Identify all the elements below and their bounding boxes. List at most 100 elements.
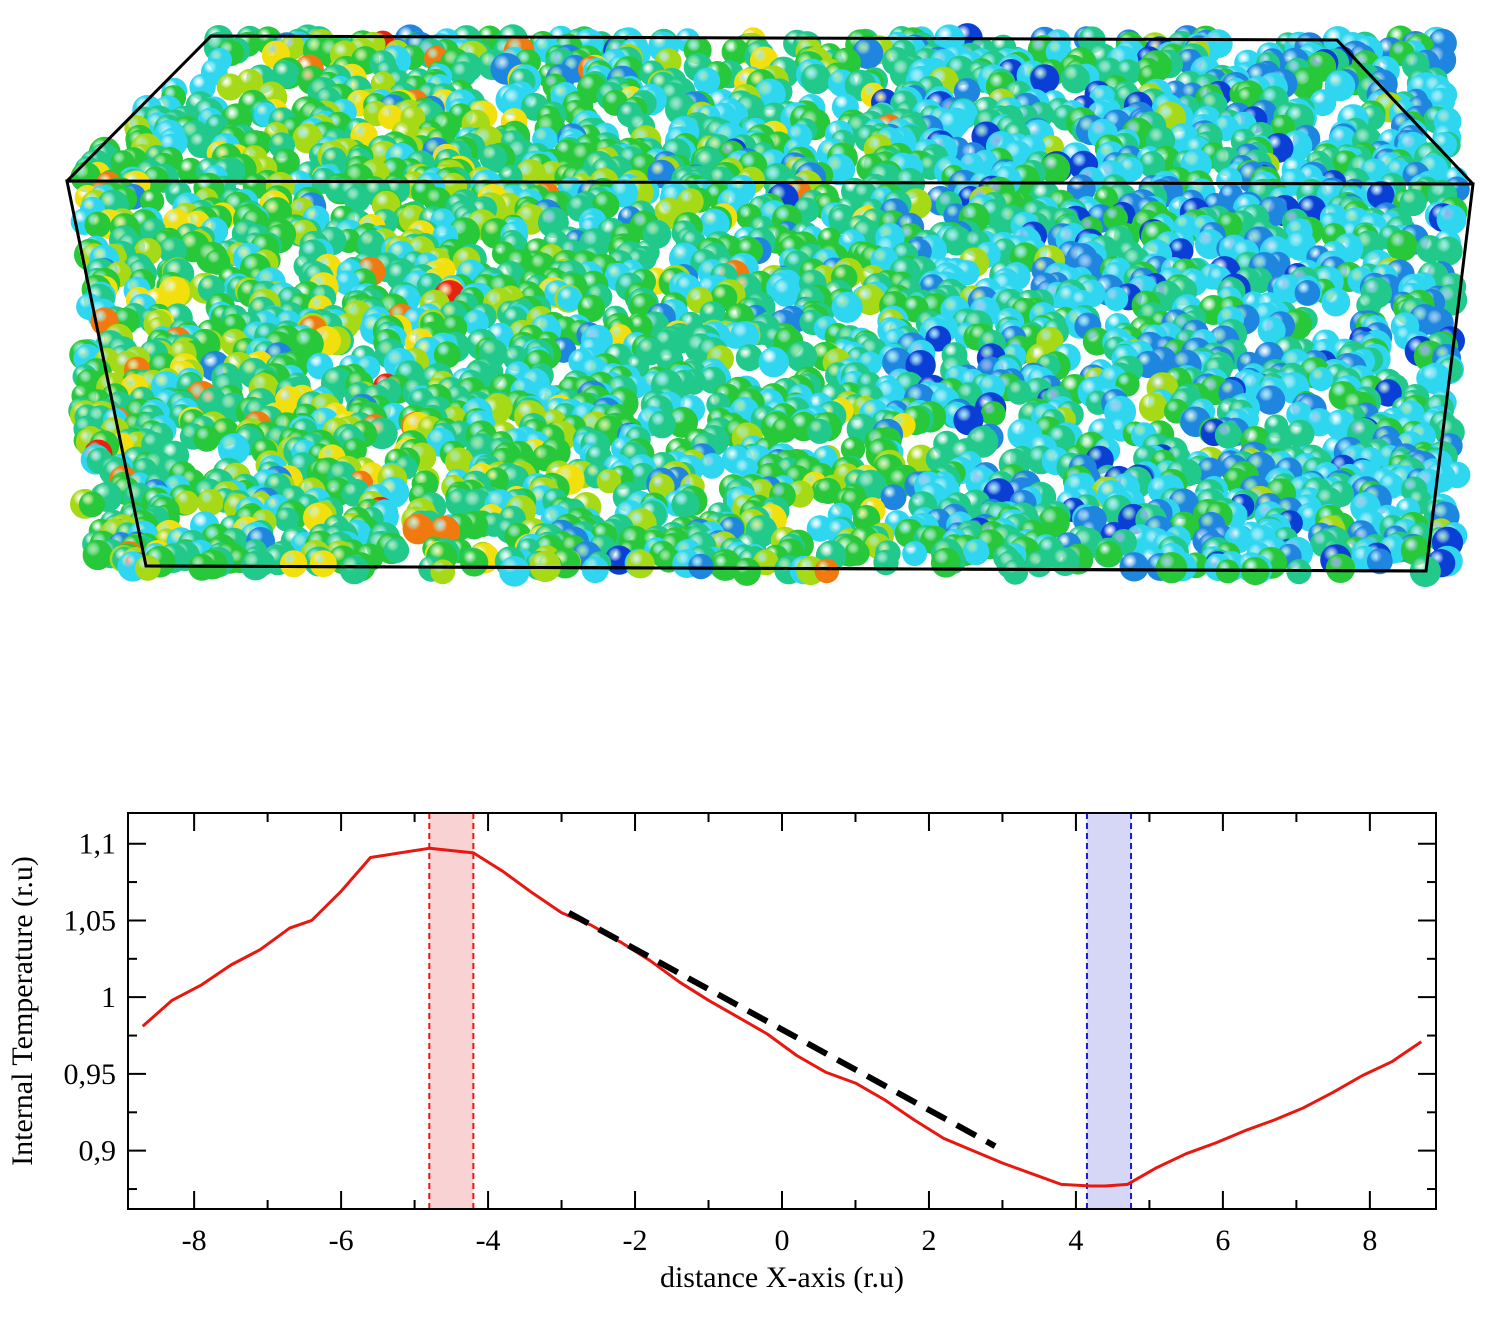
particle — [499, 556, 530, 587]
particle — [1039, 153, 1071, 184]
particle — [433, 341, 461, 369]
particle — [383, 537, 410, 563]
particle — [204, 249, 231, 275]
particle — [1038, 506, 1070, 538]
particle — [844, 540, 870, 566]
particle — [309, 550, 337, 578]
x-tick-label: -4 — [476, 1224, 501, 1257]
particle — [177, 157, 204, 184]
particle — [1286, 419, 1315, 449]
particle — [1104, 286, 1129, 311]
particle — [930, 547, 961, 578]
particle — [771, 277, 801, 307]
particle — [557, 286, 582, 312]
y-tick-label: 1 — [101, 981, 116, 1014]
particle — [1095, 541, 1122, 568]
x-axis-label: distance X-axis (r.u) — [660, 1261, 904, 1294]
particle-cloud — [68, 23, 1471, 588]
box-outline — [65, 34, 1475, 573]
y-tick-label: 1,05 — [64, 904, 117, 937]
particle — [1119, 552, 1149, 582]
particle — [785, 341, 818, 373]
particle — [1257, 316, 1286, 345]
particle — [711, 553, 738, 579]
particle — [953, 78, 981, 105]
x-tick-label: -2 — [623, 1224, 648, 1257]
particle — [217, 433, 250, 465]
x-tick-label: -6 — [329, 1224, 354, 1257]
particle-simulation-box — [65, 23, 1475, 588]
particle — [1309, 89, 1337, 117]
particle — [831, 291, 863, 323]
particle — [134, 555, 161, 581]
particle — [699, 453, 725, 479]
particle — [378, 104, 403, 130]
particle — [807, 418, 833, 444]
particle — [402, 513, 434, 545]
particle — [814, 558, 840, 584]
particle — [963, 538, 990, 566]
particle — [1366, 181, 1395, 209]
particle — [343, 185, 371, 213]
x-tick-label: -8 — [182, 1224, 207, 1257]
particle — [271, 148, 300, 177]
particle — [1436, 204, 1467, 235]
particle — [1030, 64, 1060, 94]
particle — [430, 559, 456, 585]
particle — [1321, 287, 1351, 317]
x-axis-ticks: -8 -6 -4 -2 0 2 4 6 8 — [182, 813, 1377, 1257]
thermostat-bands — [428, 813, 1133, 1209]
particle — [479, 144, 508, 172]
particle — [596, 468, 622, 494]
series-line-1 — [567, 910, 997, 1149]
particle — [271, 60, 300, 89]
x-tick-label: 2 — [921, 1224, 936, 1257]
y-tick-label: 0,9 — [79, 1135, 117, 1168]
particle — [1255, 385, 1286, 415]
particle — [1374, 379, 1402, 407]
box-outline-front — [65, 179, 1475, 573]
particle — [141, 431, 167, 457]
band-fill — [429, 813, 474, 1209]
particle — [1066, 174, 1096, 204]
particle — [688, 553, 714, 580]
x-tick-label: 8 — [1362, 1224, 1377, 1257]
particle — [1366, 548, 1393, 575]
x-tick-label: 6 — [1215, 1224, 1230, 1257]
particle — [852, 505, 881, 533]
particle — [84, 211, 111, 238]
particle — [1025, 550, 1053, 578]
particle — [500, 465, 530, 495]
temperature-line-chart: -8 -6 -4 -2 0 2 4 6 8 0,9 0,95 1 1,05 1,1 distance X… — [6, 812, 1437, 1294]
particle — [980, 401, 1006, 427]
particle — [1309, 366, 1334, 392]
particle — [581, 556, 609, 584]
particle — [1138, 392, 1168, 422]
particle — [197, 489, 224, 516]
particle — [771, 417, 798, 443]
particle — [460, 548, 489, 577]
particle — [339, 555, 369, 585]
particle — [1419, 362, 1451, 395]
particle — [693, 67, 721, 95]
particle — [1060, 64, 1090, 94]
y-axis-label: Internal Temperature (r.u) — [6, 856, 39, 1166]
particle — [721, 38, 749, 66]
particle — [1002, 559, 1029, 585]
particle — [626, 550, 655, 579]
series-line-0 — [141, 846, 1423, 1188]
particle — [840, 436, 866, 462]
particle — [800, 63, 832, 95]
y-tick-label: 0,95 — [64, 1058, 117, 1091]
particle — [357, 230, 385, 258]
particle — [880, 484, 907, 511]
particle — [174, 490, 199, 515]
particle — [732, 557, 761, 586]
particle — [1156, 552, 1188, 584]
x-tick-label: 4 — [1068, 1224, 1083, 1257]
particle — [873, 549, 899, 576]
particle — [730, 321, 760, 351]
particle — [735, 344, 763, 372]
particle — [280, 550, 308, 578]
